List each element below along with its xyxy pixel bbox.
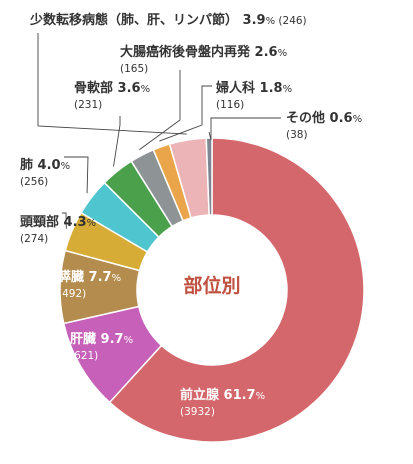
label-oligometastasis: 少数転移病態（肺、肝、リンパ節） 3.9% (246) xyxy=(29,12,307,28)
unit-bone-soft-tissue: % xyxy=(141,84,151,95)
label-bone-soft-tissue: 骨軟部 3.6% xyxy=(74,80,150,96)
unit-oligometastasis: % xyxy=(266,16,276,27)
count-oligometastasis: (246) xyxy=(275,15,307,27)
slice-labels: 前立腺 61.7% (3932) 肝臓 9.7% (621) 膵臓 7.7% (492) 頭… xyxy=(20,12,362,418)
unit-liver: % xyxy=(124,335,134,346)
slice-prostate xyxy=(108,137,365,443)
label-name-pancreas: 膵臓 xyxy=(58,269,89,285)
leader-bone-soft-tissue xyxy=(113,116,121,167)
value-liver: 9.7 xyxy=(101,332,124,347)
label-name-other: その他 xyxy=(286,110,330,126)
unit-prostate: % xyxy=(256,391,266,402)
leader-colorectal-pelvic-recurrence xyxy=(139,70,181,151)
unit-pancreas: % xyxy=(112,273,122,284)
label-name-liver: 肝臓 xyxy=(70,331,101,347)
unit-lung: % xyxy=(61,161,71,172)
slice-other xyxy=(205,137,213,216)
label-liver: 肝臓 9.7% xyxy=(70,331,133,347)
count-prostate: (3932) xyxy=(180,406,215,418)
leader-lung xyxy=(64,156,89,194)
unit-head-neck: % xyxy=(87,218,97,229)
leader-lines xyxy=(37,33,281,229)
label-colorectal-pelvic-recurrence: 大腸癌術後骨盤内再発 2.6% xyxy=(120,44,287,60)
label-pancreas: 膵臓 7.7% xyxy=(58,269,121,285)
label-name-bone-soft-tissue: 骨軟部 xyxy=(74,80,118,96)
label-prostate: 前立腺 61.7% xyxy=(180,387,265,403)
value-pancreas: 7.7 xyxy=(89,270,112,285)
count-other: (38) xyxy=(286,129,308,141)
label-name-lung: 肺 xyxy=(20,157,38,173)
label-name-oligometastasis: 少数転移病態（肺、肝、リンパ節） xyxy=(29,12,243,28)
leader-gynecology xyxy=(159,85,212,142)
count-liver: (621) xyxy=(70,350,98,362)
label-gynecology: 婦人科 1.8% xyxy=(215,80,292,96)
count-lung: (256) xyxy=(20,176,48,188)
value-lung: 4.0 xyxy=(38,158,61,173)
value-prostate: 61.7 xyxy=(224,388,256,403)
value-oligometastasis: 3.9 xyxy=(243,13,266,28)
count-colorectal-pelvic-recurrence: (165) xyxy=(120,63,148,75)
label-other: その他 0.6% xyxy=(286,110,362,126)
leader-head-neck xyxy=(62,212,67,229)
chart-title: 部位別 xyxy=(183,274,240,297)
leader-other xyxy=(208,117,281,141)
label-name-gynecology: 婦人科 xyxy=(215,80,260,96)
donut-slices xyxy=(59,137,365,443)
label-name-prostate: 前立腺 xyxy=(180,387,224,403)
value-other: 0.6 xyxy=(330,111,353,126)
count-pancreas: (492) xyxy=(58,288,86,300)
value-head-neck: 4.3 xyxy=(64,215,87,230)
value-colorectal-pelvic-recurrence: 2.6 xyxy=(255,45,278,60)
unit-gynecology: % xyxy=(283,84,293,95)
label-name-head-neck: 頭頸部 xyxy=(20,214,64,230)
unit-other: % xyxy=(353,114,363,125)
leader-oligometastasis xyxy=(37,33,187,135)
count-bone-soft-tissue: (231) xyxy=(74,99,102,111)
label-lung: 肺 4.0% xyxy=(20,157,70,173)
label-name-colorectal-pelvic-recurrence: 大腸癌術後骨盤内再発 xyxy=(120,44,255,60)
count-head-neck: (274) xyxy=(20,233,48,245)
count-gynecology: (116) xyxy=(216,99,244,111)
unit-colorectal-pelvic-recurrence: % xyxy=(278,48,288,59)
value-bone-soft-tissue: 3.6 xyxy=(118,81,141,96)
value-gynecology: 1.8 xyxy=(260,81,283,96)
label-head-neck: 頭頸部 4.3% xyxy=(20,214,96,230)
